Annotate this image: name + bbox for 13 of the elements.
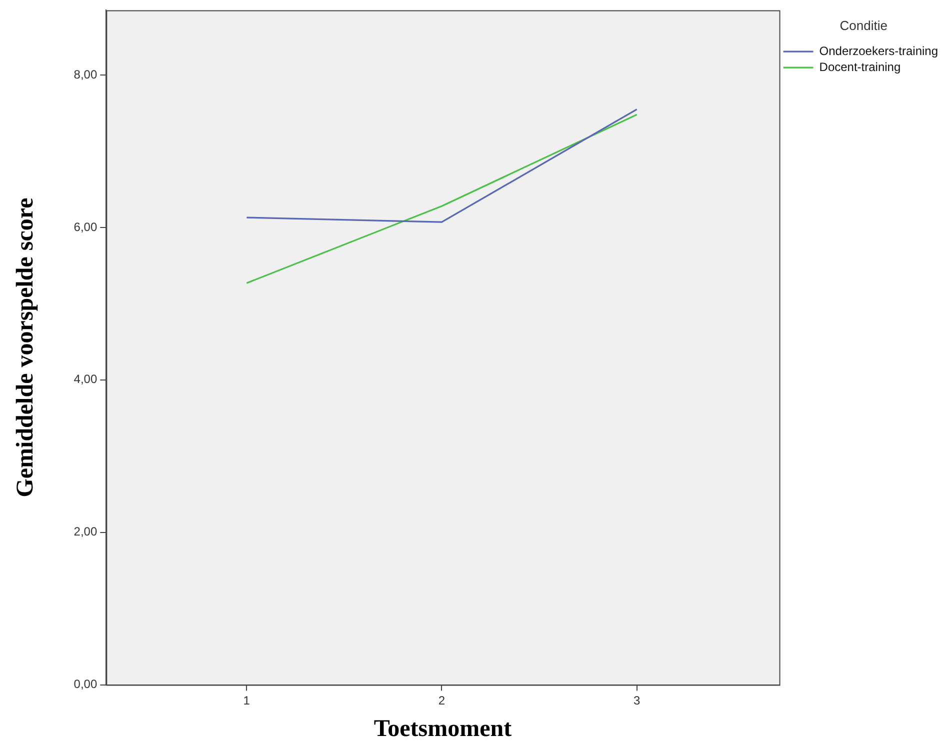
x-tick-label: 3 [634,693,641,708]
y-tick-label: 8,00 [74,67,98,82]
x-tick-label: 1 [243,693,250,708]
y-tick-label: 0,00 [74,677,98,692]
y-tick-label: 6,00 [74,220,98,234]
y-axis-title: Gemiddelde voorspelde score [12,197,39,498]
y-tick-label: 4,00 [74,372,98,386]
legend-label: Onderzoekers-training [819,44,938,58]
y-tick-label: 2,00 [74,524,98,539]
legend-label: Docent-training [819,60,901,74]
x-tick-label: 2 [438,693,446,708]
x-axis-title: Toetsmoment [374,716,512,742]
legend-title: Conditie [840,18,888,34]
